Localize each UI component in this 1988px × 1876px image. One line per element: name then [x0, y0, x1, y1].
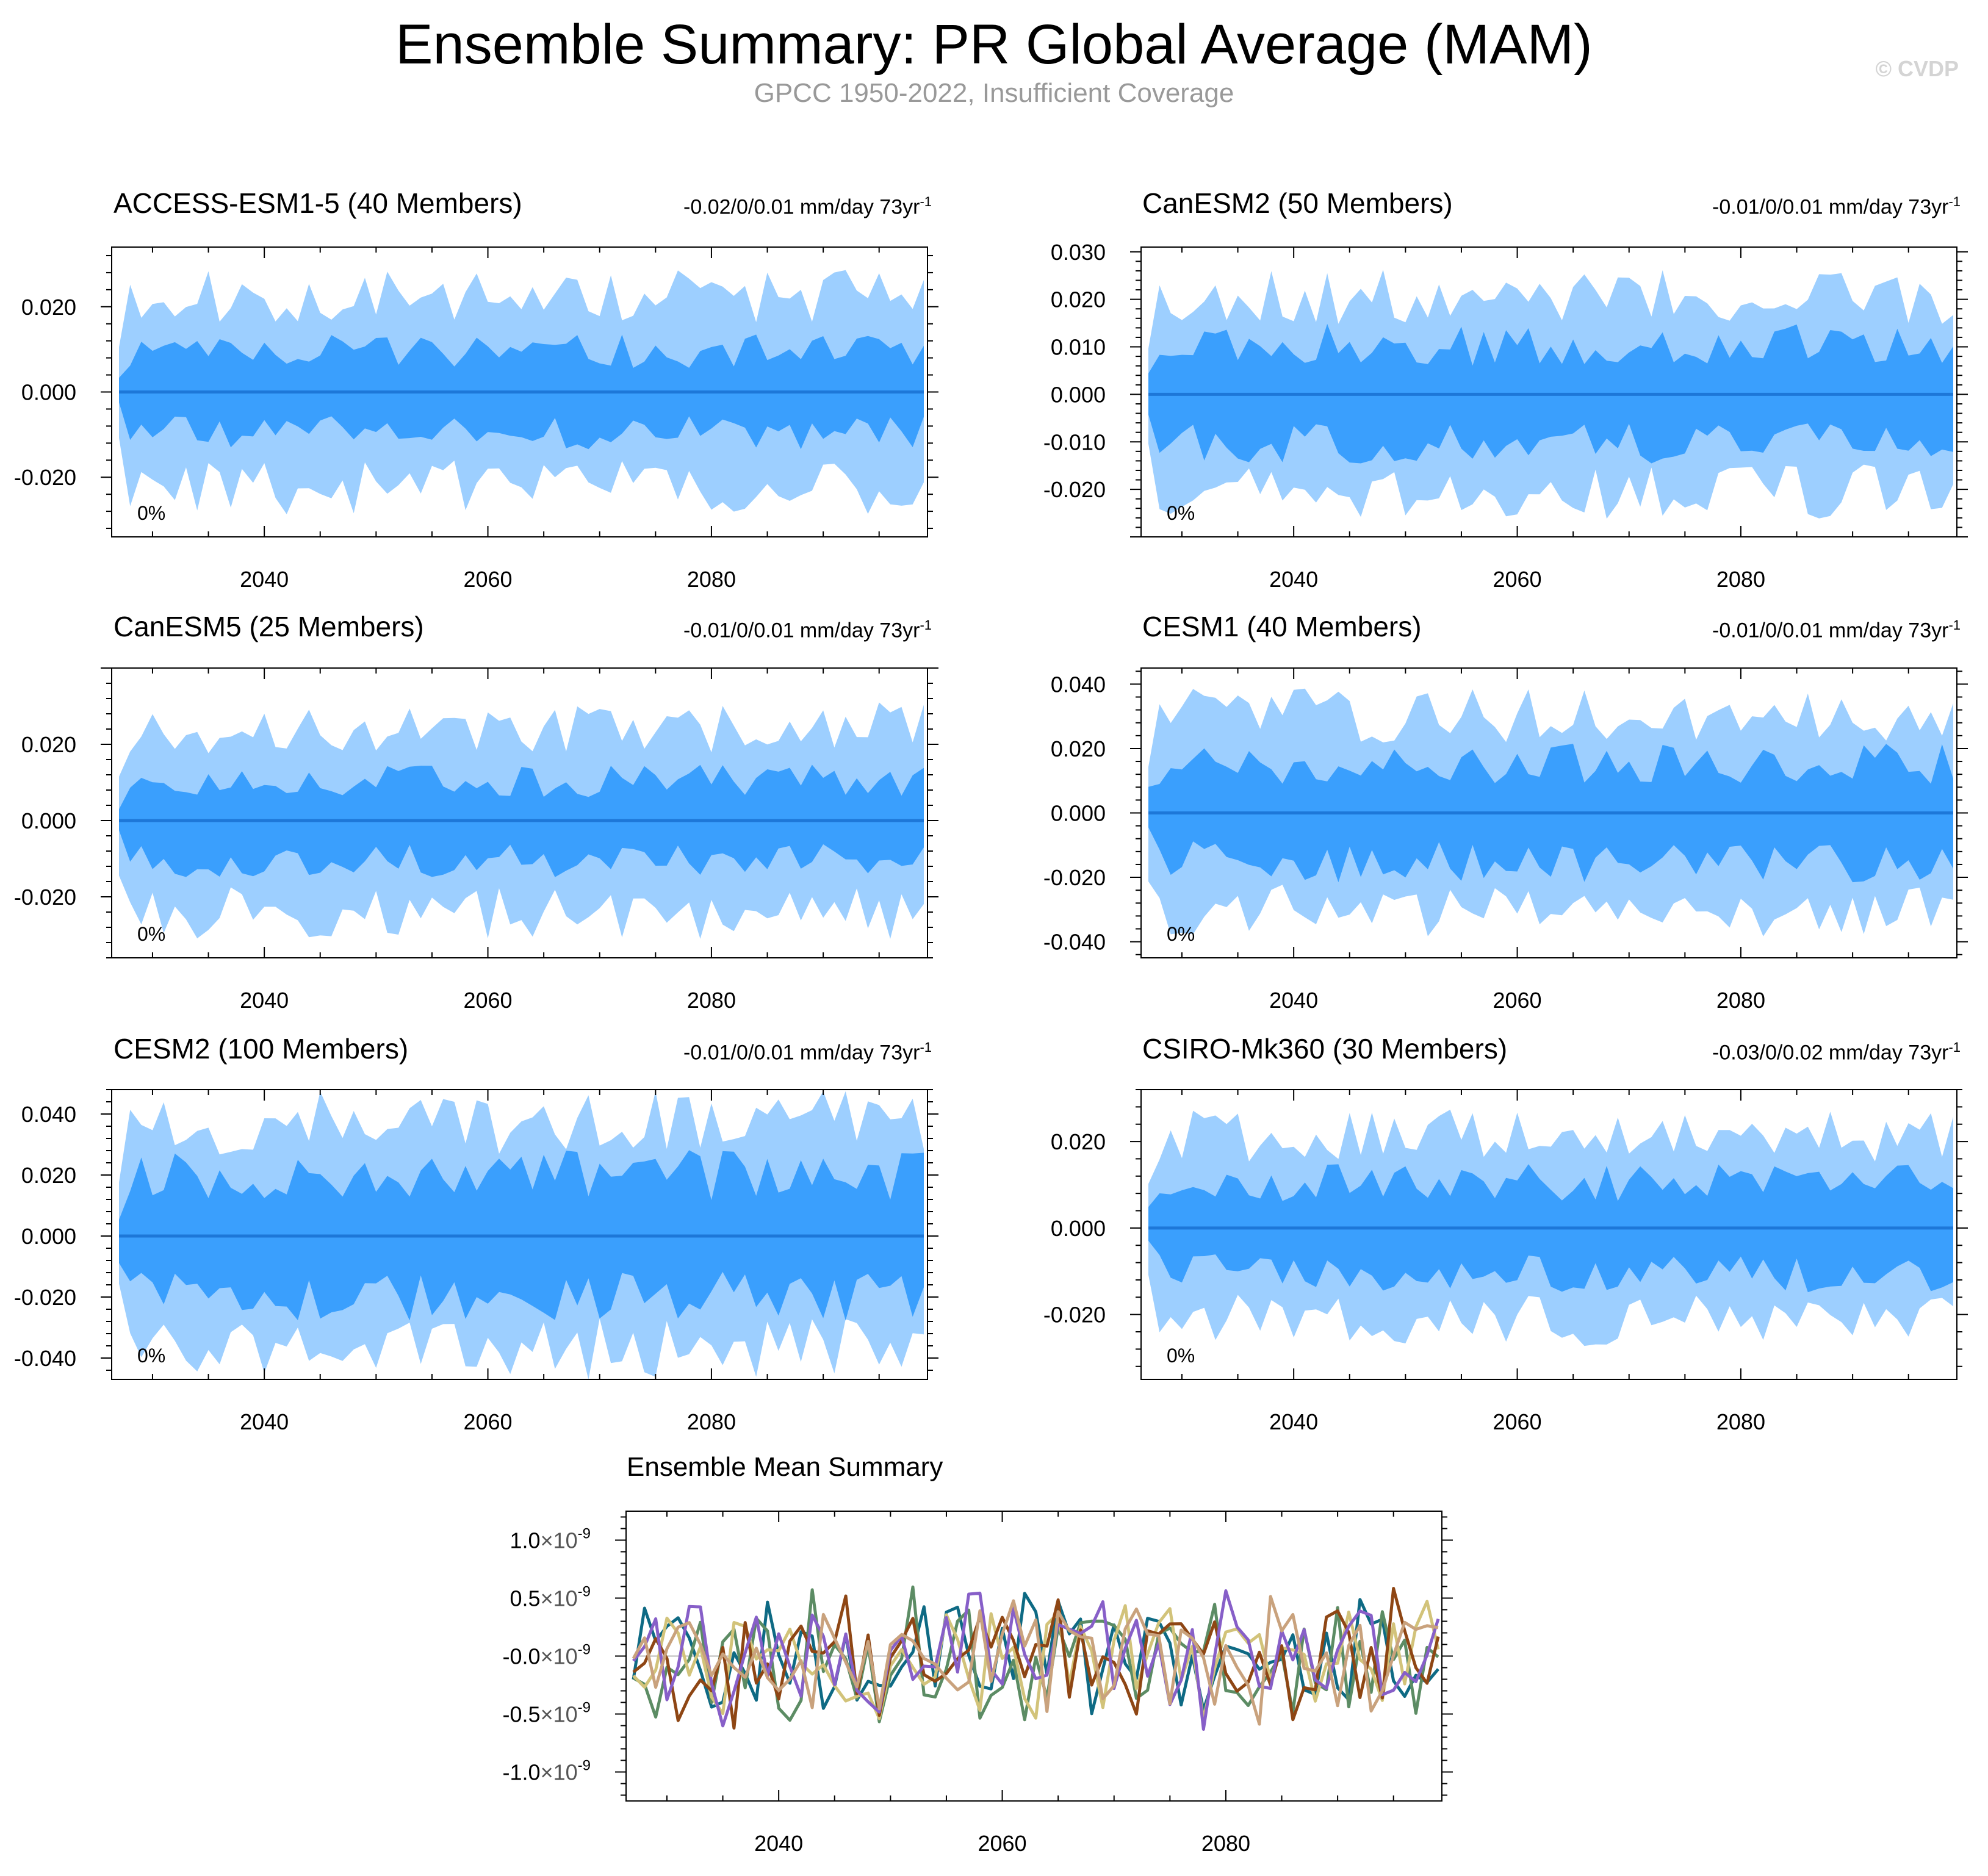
panel-cesm1-ytick-label: -0.040 — [1043, 930, 1106, 955]
panel-canesm2-xtick-label: 2080 — [1716, 567, 1765, 592]
panel-cesm2: 0% — [119, 1091, 924, 1380]
panel-cesm2-ytick-label: 0.000 — [21, 1224, 76, 1249]
panel-access-esm1-5: 0% — [119, 270, 924, 524]
panel-canesm2-ytick-label: 0.010 — [1051, 335, 1106, 360]
panel-csiro-mk360-ytick-label: -0.020 — [1043, 1303, 1106, 1328]
ensemble-mean-ytick-label: -1.0×10-9 — [503, 1758, 591, 1785]
panel-title-canesm5: CanESM5 (25 Members) — [113, 611, 424, 642]
panel-cesm1-ytick-label: 0.020 — [1051, 736, 1106, 761]
watermark: © CVDP — [1875, 56, 1959, 81]
ensemble-mean-ytick-label: -0.0×10-9 — [503, 1642, 591, 1669]
panel-cesm2-xtick-label: 2040 — [240, 1409, 289, 1434]
ensemble-mean-ytick-label: 1.0×10-9 — [510, 1526, 591, 1553]
panel-access-esm1-5-ytick-label: -0.020 — [14, 465, 76, 490]
panel-canesm5-ytick-label: 0.020 — [21, 732, 76, 757]
panel-canesm5: 0% — [119, 702, 924, 945]
panel-canesm2-ytick-label: 0.020 — [1051, 287, 1106, 312]
panel-canesm2-ytick-label: 0.000 — [1051, 382, 1106, 407]
panel-cesm1-xtick-label: 2060 — [1493, 988, 1541, 1013]
panel-access-esm1-5-xtick-label: 2040 — [240, 567, 289, 592]
panel-canesm5-frame — [111, 667, 928, 958]
panel-cesm1: 0% — [1148, 688, 1953, 945]
panel-csiro-mk360-xtick-label: 2040 — [1269, 1409, 1318, 1434]
panel-access-esm1-5-xtick-label: 2080 — [687, 567, 736, 592]
panel-cesm1-xtick-label: 2040 — [1269, 988, 1318, 1013]
panel-cesm2-xtick-label: 2080 — [687, 1409, 736, 1434]
series-line-canesm5 — [632, 1600, 1440, 1721]
panel-range-canesm5: -0.01/0/0.01 mm/day 73yr-1 — [683, 617, 932, 642]
panel-csiro-mk360: 0% — [1148, 1109, 1953, 1367]
panel-csiro-mk360-xtick-label: 2080 — [1716, 1409, 1765, 1434]
panel-cesm1-ytick-label: 0.040 — [1051, 672, 1106, 697]
panel-canesm2-pct-label: 0% — [1167, 502, 1195, 524]
panel-canesm2-frame — [1140, 246, 1957, 537]
panel-access-esm1-5-xtick-label: 2060 — [463, 567, 512, 592]
panel-range-access-esm1-5: -0.02/0/0.01 mm/day 73yr-1 — [683, 194, 932, 219]
panel-canesm2-ytick-label: -0.020 — [1043, 477, 1106, 502]
panel-canesm5-xtick-label: 2040 — [240, 988, 289, 1013]
panel-access-esm1-5-pct-label: 0% — [137, 502, 165, 524]
panel-csiro-mk360-frame — [1140, 1089, 1957, 1380]
panel-cesm2-frame — [111, 1089, 928, 1380]
panel-csiro-mk360-ytick-label: 0.000 — [1051, 1216, 1106, 1241]
panel-canesm2-xtick-label: 2040 — [1269, 567, 1318, 592]
series-line-csiro-mk360 — [632, 1595, 1439, 1726]
panel-cesm2-ytick-label: 0.020 — [21, 1163, 76, 1188]
figure-subtitle: GPCC 1950-2022, Insufficient Coverage — [754, 78, 1234, 108]
panel-cesm2-pct-label: 0% — [137, 1345, 165, 1367]
panel-canesm5-pct-label: 0% — [137, 923, 165, 945]
panel-range-cesm1: -0.01/0/0.01 mm/day 73yr-1 — [1712, 617, 1961, 642]
panel-cesm1-ytick-label: 0.000 — [1051, 801, 1106, 826]
panel-range-canesm2: -0.01/0/0.01 mm/day 73yr-1 — [1712, 194, 1961, 219]
panel-range-cesm2: -0.01/0/0.01 mm/day 73yr-1 — [683, 1040, 932, 1065]
ensemble-mean-xtick-label: 2060 — [978, 1831, 1026, 1856]
panel-cesm2-ytick-label: 0.040 — [21, 1102, 76, 1127]
ensemble-mean-xtick-label: 2080 — [1201, 1831, 1250, 1856]
panel-canesm5-ytick-label: -0.020 — [14, 885, 76, 910]
panel-cesm1-xtick-label: 2080 — [1716, 988, 1765, 1013]
ensemble-mean-xtick-label: 2040 — [754, 1831, 803, 1856]
panel-canesm2-ytick-label: -0.010 — [1043, 429, 1106, 455]
figure-title: Ensemble Summary: PR Global Average (MAM… — [395, 13, 1593, 76]
panel-cesm2-xtick-label: 2060 — [463, 1409, 512, 1434]
ensemble-mean-title: Ensemble Mean Summary — [627, 1452, 943, 1482]
panel-canesm5-xtick-label: 2080 — [687, 988, 736, 1013]
panel-title-cesm1: CESM1 (40 Members) — [1142, 611, 1422, 642]
panel-title-cesm2: CESM2 (100 Members) — [113, 1033, 409, 1065]
panel-canesm5-xtick-label: 2060 — [463, 988, 512, 1013]
ensemble-mean-ytick-label: 0.5×10-9 — [510, 1584, 591, 1611]
panel-cesm1-pct-label: 0% — [1167, 923, 1195, 945]
panel-access-esm1-5-ytick-label: 0.000 — [21, 380, 76, 405]
panel-range-csiro-mk360: -0.03/0/0.02 mm/day 73yr-1 — [1712, 1040, 1961, 1065]
panel-title-access-esm1-5: ACCESS-ESM1-5 (40 Members) — [113, 187, 522, 219]
panel-cesm2-ytick-label: -0.020 — [14, 1285, 76, 1310]
panel-canesm2: 0% — [1148, 270, 1953, 524]
ensemble-mean-ytick-label: -0.5×10-9 — [503, 1700, 591, 1727]
panel-canesm2-xtick-label: 2060 — [1493, 567, 1541, 592]
panel-csiro-mk360-pct-label: 0% — [1167, 1345, 1195, 1367]
panel-canesm2-ytick-label: 0.030 — [1051, 240, 1106, 265]
ensemble-mean-lines — [632, 1585, 1440, 1731]
panel-cesm2-ytick-label: -0.040 — [14, 1346, 76, 1371]
panel-title-csiro-mk360: CSIRO-Mk360 (30 Members) — [1142, 1033, 1508, 1065]
panel-csiro-mk360-ytick-label: 0.020 — [1051, 1129, 1106, 1154]
panel-cesm1-ytick-label: -0.020 — [1043, 865, 1106, 890]
panel-access-esm1-5-ytick-label: 0.020 — [21, 295, 76, 320]
panel-title-canesm2: CanESM2 (50 Members) — [1142, 187, 1453, 219]
panel-csiro-mk360-xtick-label: 2060 — [1493, 1409, 1541, 1434]
panel-canesm5-ytick-label: 0.000 — [21, 808, 76, 833]
series-line-cesm1 — [632, 1587, 1440, 1730]
